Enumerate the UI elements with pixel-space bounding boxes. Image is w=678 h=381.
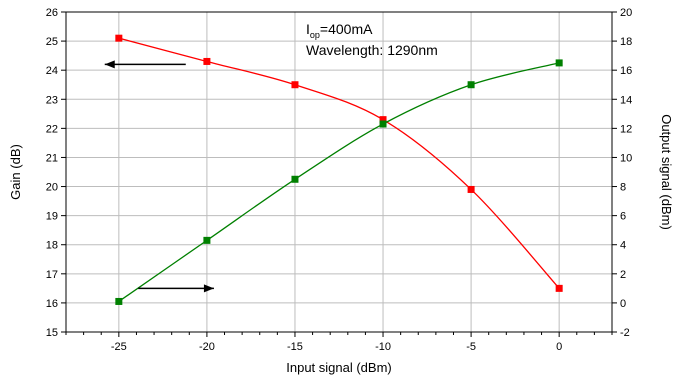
y-left-tick-label: 25: [46, 36, 58, 48]
y-right-tick-label: 20: [620, 7, 632, 19]
series-right-point: [291, 175, 299, 183]
series-left-point: [115, 34, 123, 42]
series-right-point: [115, 297, 123, 305]
y-left-tick-label: 19: [46, 211, 58, 223]
arrow-head: [203, 284, 214, 293]
series-left-point: [467, 185, 475, 193]
x-tick-label: -25: [111, 341, 127, 353]
y-right-tick-label: 2: [620, 269, 626, 281]
y-left-tick-label: 16: [46, 298, 58, 310]
series-left-point: [379, 116, 387, 124]
y-right-tick-label: 8: [620, 182, 626, 194]
y-axis-right-label: Output signal (dBm): [659, 114, 674, 230]
wavelength-annotation: Wavelength: 1290nm: [306, 42, 438, 58]
direction-arrows: [104, 60, 214, 293]
y-left-tick-label: 15: [46, 327, 58, 339]
x-tick-label: -20: [199, 341, 215, 353]
plot-frame: [65, 11, 613, 333]
y-right-tick-label: 16: [620, 65, 632, 77]
y-right-tick-label: 4: [620, 240, 626, 252]
y-left-tick-label: 21: [46, 152, 58, 164]
series-right-point: [203, 236, 211, 244]
y-right-tick-label: -2: [620, 327, 630, 339]
y-right-tick-label: 10: [620, 152, 632, 164]
y-right-tick-label: 14: [620, 94, 632, 106]
series-right-point: [467, 81, 475, 89]
y-left-tick-label: 18: [46, 240, 58, 252]
y-left-tick-label: 23: [46, 94, 58, 106]
arrow-output-axis: [138, 284, 214, 293]
series-layer: [115, 34, 563, 305]
series-left-point: [555, 284, 563, 292]
y-left-tick-label: 20: [46, 182, 58, 194]
series-right-point: [379, 120, 387, 128]
x-axis-label: Input signal (dBm): [286, 360, 392, 375]
x-tick-label: -10: [375, 341, 391, 353]
x-tick-label: -5: [466, 341, 476, 353]
series-left-point: [291, 81, 299, 89]
y-right-tick-label: 6: [620, 211, 626, 223]
series-right: [115, 59, 563, 305]
y-left-tick-label: 17: [46, 269, 58, 281]
arrow-head: [104, 60, 115, 69]
series-left-point: [203, 57, 211, 65]
y-right-tick-label: 12: [620, 123, 632, 135]
series-right-line: [118, 62, 560, 302]
arrow-gain-axis: [104, 60, 186, 69]
y-left-tick-label: 22: [46, 123, 58, 135]
x-tick-label: -15: [287, 341, 303, 353]
y-left-tick-label: 24: [46, 65, 58, 77]
x-tick-label: 0: [556, 341, 562, 353]
series-right-point: [555, 59, 563, 67]
current-annotation: Iop=400mA: [306, 21, 373, 40]
y-axis-left-label: Gain (dB): [8, 144, 23, 200]
series-left-line: [118, 37, 560, 289]
series-left: [115, 34, 563, 292]
y-right-tick-label: 0: [620, 298, 626, 310]
y-right-tick-label: 18: [620, 36, 632, 48]
grid: [66, 12, 612, 332]
axis-ticks: -25 -20 -15 -10 -5 0151617181920212223242526-…: [46, 7, 633, 353]
y-left-tick-label: 26: [46, 7, 58, 19]
